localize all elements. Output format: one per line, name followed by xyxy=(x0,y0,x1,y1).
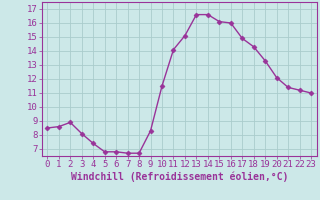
X-axis label: Windchill (Refroidissement éolien,°C): Windchill (Refroidissement éolien,°C) xyxy=(70,172,288,182)
